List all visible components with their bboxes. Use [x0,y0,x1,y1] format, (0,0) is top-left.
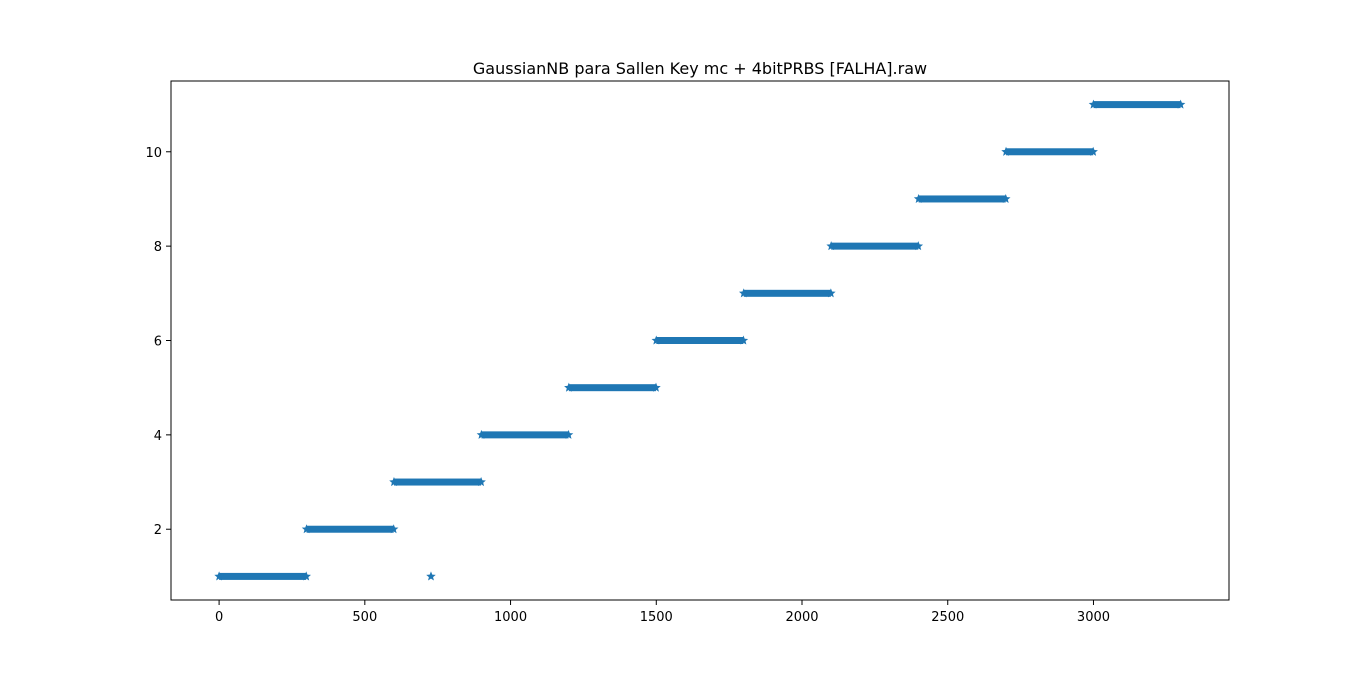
point-marker-end-10 [1088,146,1098,156]
point-marker-start-9 [913,193,924,203]
point-marker-end-5 [651,382,661,392]
point-marker-end-3 [476,477,486,487]
point-band-8 [831,242,919,250]
class-7-points [738,288,836,298]
point-marker-start-10 [1001,146,1011,156]
class-1-points [214,571,311,581]
y-tick-label-8: 8 [154,240,162,255]
x-tick-label-2500: 2500 [931,610,964,625]
point-band-6 [656,337,744,344]
x-tick-label-1000: 1000 [494,610,527,625]
point-marker-start-4 [476,429,487,439]
point-marker-end-8 [913,241,924,251]
x-axis: 0 500 1000 1500 2000 2500 3000 [215,600,1110,625]
x-tick-label-1500: 1500 [640,610,673,625]
point-band-11 [1093,101,1181,109]
x-tick-label-500: 500 [352,610,377,625]
class-10-points [1001,146,1098,156]
outlier-point-0 [426,571,436,581]
chart-title: GaussianNB para Sallen Key mc + 4bitPRBS… [473,59,927,78]
point-band-4 [481,431,569,439]
point-band-2 [306,525,394,533]
data-layer [214,99,1186,581]
class-5-points [564,382,661,392]
point-marker-start-1 [214,571,224,581]
point-marker-end-7 [826,288,836,298]
point-marker-start-2 [301,524,312,534]
y-tick-label-2: 2 [154,523,162,538]
point-marker-start-3 [389,477,399,487]
x-tick-label-3000: 3000 [1077,610,1110,625]
class-9-points [913,193,1011,203]
point-marker-start-8 [826,241,836,251]
point-marker-start-5 [564,382,574,392]
point-band-10 [1006,148,1094,156]
point-marker-end-9 [1000,193,1011,203]
class-8-points [826,241,924,251]
point-marker-end-2 [388,524,399,534]
class-4-points [476,429,574,439]
point-marker-start-6 [651,335,662,345]
point-marker-start-11 [1088,99,1099,109]
point-band-9 [918,195,1006,203]
point-marker-start-7 [738,288,749,298]
class-3-points [389,477,486,487]
class-11-points [1088,99,1186,109]
y-tick-label-6: 6 [154,335,162,350]
point-band-7 [743,289,831,297]
point-marker-end-1 [301,571,311,581]
y-tick-label-4: 4 [154,429,162,444]
point-band-1 [219,572,307,580]
point-band-3 [393,478,482,486]
class-2-points [301,524,399,534]
x-tick-label-2000: 2000 [785,610,818,625]
x-tick-label-0: 0 [215,610,223,625]
point-marker-end-6 [738,335,749,345]
y-tick-label-10: 10 [145,146,162,161]
y-axis: 2 4 6 8 10 [145,146,171,538]
point-marker-end-4 [563,429,574,439]
point-band-5 [568,384,656,392]
class-6-points [651,335,749,345]
point-marker-end-11 [1175,99,1186,109]
